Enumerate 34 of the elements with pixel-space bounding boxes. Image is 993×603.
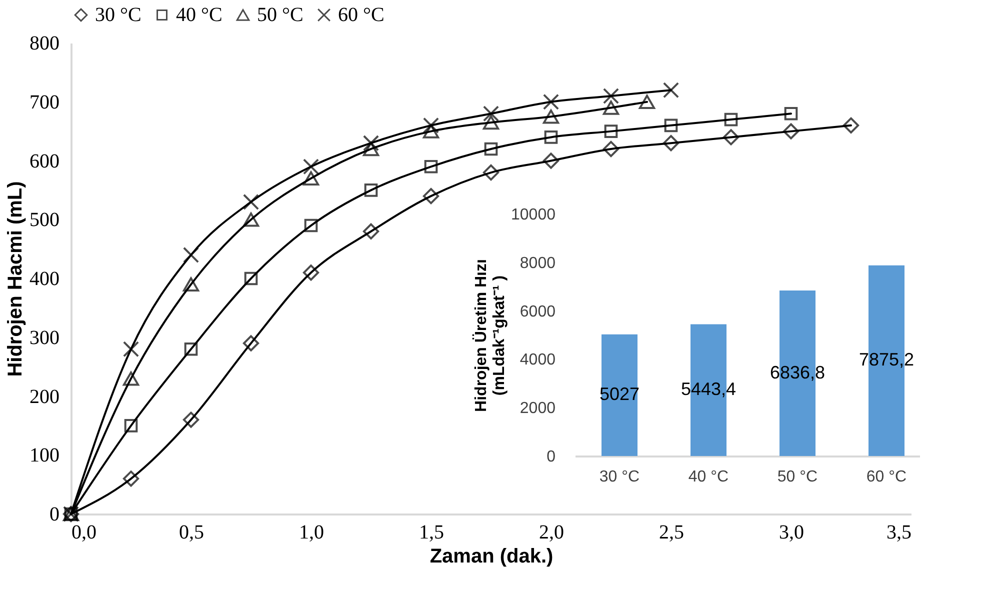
x-tick-label: 50 °C bbox=[777, 468, 818, 486]
x-tick-label: 60 °C bbox=[866, 468, 907, 486]
legend-label: 50 °C bbox=[257, 4, 304, 26]
x-tick-label: 1,5 bbox=[419, 522, 444, 544]
x-tick-label: 0,0 bbox=[72, 522, 96, 544]
y-tick-label: 0 bbox=[50, 504, 60, 526]
y-tick-label: 10000 bbox=[511, 206, 556, 224]
x-tick-label: 30 °C bbox=[599, 468, 640, 486]
legend-label: 30 °C bbox=[95, 4, 142, 26]
legend-label: 40 °C bbox=[176, 4, 222, 26]
legend-label: 60 °C bbox=[338, 4, 384, 26]
y-axis-title: Hidrojen Üretim Hızı (mLdak⁻¹gkat⁻¹ ) bbox=[472, 259, 508, 412]
x-axis-title: Zaman (dak.) bbox=[430, 546, 554, 568]
y-tick-label: 400 bbox=[30, 268, 60, 290]
y-tick-label: 200 bbox=[30, 386, 60, 408]
y-tick-label: 800 bbox=[30, 32, 60, 54]
x-tick-label: 3,0 bbox=[779, 522, 804, 544]
x-tick-label: 1,0 bbox=[299, 522, 324, 544]
y-tick-label: 8000 bbox=[520, 254, 556, 272]
x-tick-label: 2,5 bbox=[659, 522, 684, 544]
x-tick-label: 40 °C bbox=[688, 468, 729, 486]
y-tick-label: 6000 bbox=[520, 303, 556, 320]
y-tick-label: 500 bbox=[30, 209, 60, 232]
y-tick-label: 4000 bbox=[520, 352, 556, 369]
y-axis-title: Hidrojen Hacmi (mL) bbox=[4, 181, 26, 377]
x-tick-label: 0,5 bbox=[179, 522, 204, 544]
y-tick-label: 600 bbox=[30, 150, 60, 172]
x-tick-label: 2,0 bbox=[539, 522, 564, 544]
x-tick-label: 3,5 bbox=[886, 522, 912, 544]
y-tick-label: 100 bbox=[30, 444, 60, 467]
y-tick-label: 300 bbox=[30, 326, 60, 349]
y-tick-label: 0 bbox=[546, 448, 556, 466]
y-tick-label: 2000 bbox=[520, 400, 556, 418]
y-tick-label: 700 bbox=[30, 91, 60, 114]
